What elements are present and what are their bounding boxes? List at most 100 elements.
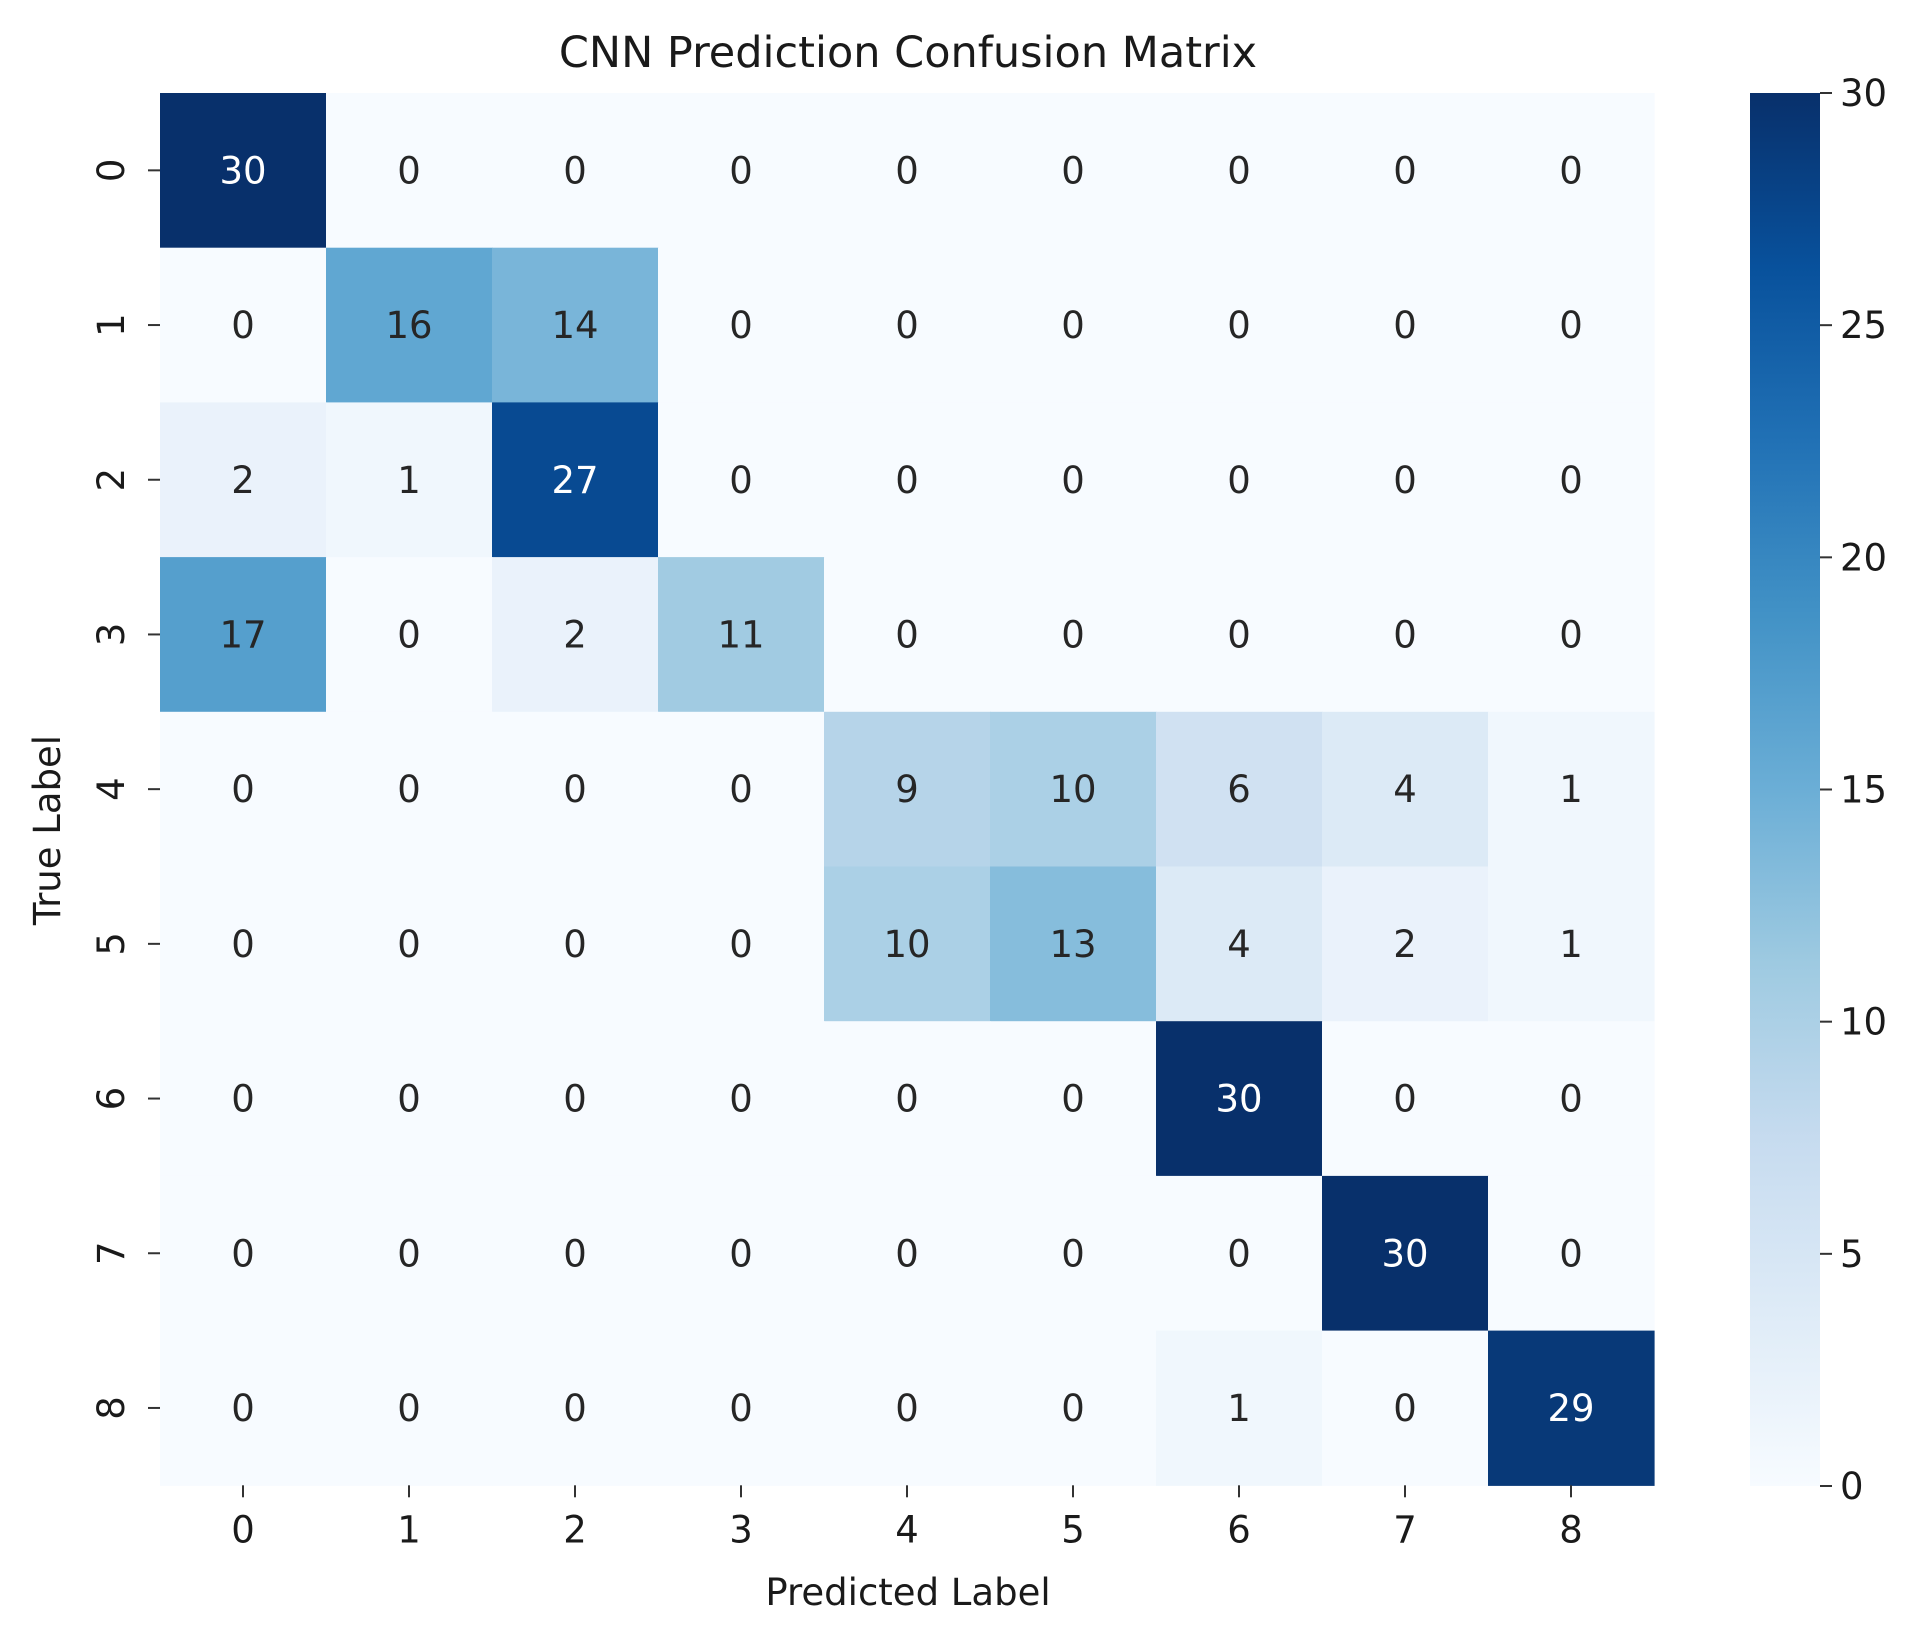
cell-value-label: 0 <box>1393 1387 1417 1430</box>
heatmap-cell <box>990 1330 1157 1486</box>
cell-value-label: 27 <box>551 459 598 502</box>
heatmap-cell <box>824 1021 991 1177</box>
y-tick-label: 5 <box>90 932 133 956</box>
heatmap-cell <box>1488 866 1655 1022</box>
cell-value-label: 11 <box>717 613 764 656</box>
heatmap-cells <box>160 93 1655 1486</box>
cell-value-label: 0 <box>397 1232 421 1275</box>
heatmap-cell <box>492 557 659 713</box>
heatmap-cell <box>990 247 1157 403</box>
colorbar-tick-label: 25 <box>1840 304 1887 347</box>
heatmap-cell <box>1488 1330 1655 1486</box>
heatmap-cell <box>326 866 493 1022</box>
heatmap-cell <box>492 1175 659 1332</box>
cell-value-label: 0 <box>397 768 421 811</box>
x-tick-label: 5 <box>1061 1508 1085 1551</box>
cell-annotations: 30 0 0 0 0 0 0 0 00 16 14 0 0 0 0 0 02 1 27 0 0 0 0 0 017 0 2 11 0 0 0… <box>219 149 1594 1430</box>
x-tick-label: 7 <box>1393 1508 1417 1551</box>
heatmap-cell <box>326 247 493 403</box>
cell-value-label: 14 <box>551 304 598 347</box>
cell-value-label: 0 <box>895 1232 919 1275</box>
heatmap-cell <box>824 402 991 558</box>
heatmap-cell <box>990 866 1157 1022</box>
cell-value-label: 0 <box>397 1078 421 1121</box>
y-tick-label: 6 <box>90 1087 133 1111</box>
cell-value-label: 1 <box>397 459 421 502</box>
cell-value-label: 0 <box>895 1387 919 1430</box>
y-tick-label: 4 <box>90 777 133 801</box>
x-axis: 0 1 2 3 4 5 6 7 8 <box>231 1485 1583 1551</box>
cell-value-label: 0 <box>1559 459 1583 502</box>
heatmap-cell <box>990 711 1157 868</box>
cell-value-label: 0 <box>1227 304 1251 347</box>
heatmap-cell <box>160 93 327 249</box>
y-tick-label: 7 <box>90 1241 133 1265</box>
cell-value-label: 0 <box>729 459 753 502</box>
cell-value-label: 0 <box>397 1387 421 1430</box>
x-tick-label: 1 <box>397 1508 421 1551</box>
x-tick-label: 8 <box>1559 1508 1583 1551</box>
cell-value-label: 0 <box>231 304 255 347</box>
y-axis-label: True Label <box>26 735 69 926</box>
cell-value-label: 0 <box>1061 149 1085 192</box>
heatmap-cell <box>824 1175 991 1332</box>
cell-value-label: 0 <box>895 459 919 502</box>
cell-value-label: 1 <box>1227 1387 1251 1430</box>
heatmap-cell <box>326 1330 493 1486</box>
cell-value-label: 0 <box>1393 459 1417 502</box>
cell-value-label: 4 <box>1227 923 1251 966</box>
cell-value-label: 0 <box>397 149 421 192</box>
cell-value-label: 0 <box>729 1232 753 1275</box>
heatmap-cell <box>1322 557 1489 713</box>
heatmap-cell <box>326 557 493 713</box>
y-axis: 0 1 2 3 4 5 6 7 8 <box>90 159 160 1420</box>
cell-value-label: 0 <box>231 923 255 966</box>
cell-value-label: 2 <box>563 613 587 656</box>
heatmap-cell <box>326 93 493 249</box>
x-tick-label: 2 <box>563 1508 587 1551</box>
cell-value-label: 0 <box>1061 1232 1085 1275</box>
cell-value-label: 0 <box>563 1078 587 1121</box>
cell-value-label: 30 <box>1381 1232 1428 1275</box>
heatmap-cell <box>160 711 327 868</box>
heatmap-cell <box>492 247 659 403</box>
cell-value-label: 0 <box>1393 613 1417 656</box>
colorbar <box>1750 93 1820 1486</box>
cell-value-label: 0 <box>1061 1387 1085 1430</box>
cell-value-label: 0 <box>563 768 587 811</box>
cell-value-label: 0 <box>895 304 919 347</box>
y-tick-label: 0 <box>90 159 133 183</box>
cell-value-label: 4 <box>1393 768 1417 811</box>
cell-value-label: 0 <box>1559 613 1583 656</box>
heatmap-cell <box>326 1021 493 1177</box>
heatmap-cell <box>658 247 825 403</box>
heatmap-cell <box>824 1330 991 1486</box>
cell-value-label: 16 <box>385 304 432 347</box>
cell-value-label: 0 <box>563 1387 587 1430</box>
cell-value-label: 0 <box>895 149 919 192</box>
heatmap-cell <box>1322 93 1489 249</box>
heatmap-cell <box>1156 402 1323 558</box>
cell-value-label: 6 <box>1227 768 1251 811</box>
heatmap-cell <box>492 1330 659 1486</box>
colorbar-tick-label: 0 <box>1840 1465 1864 1508</box>
colorbar-tick-label: 20 <box>1840 536 1887 579</box>
y-tick-label: 1 <box>90 313 133 337</box>
heatmap-cell <box>658 711 825 868</box>
cell-value-label: 0 <box>1227 459 1251 502</box>
heatmap-cell <box>160 866 327 1022</box>
heatmap-cell <box>492 866 659 1022</box>
heatmap-cell <box>1156 557 1323 713</box>
cell-value-label: 10 <box>883 923 930 966</box>
cell-value-label: 0 <box>1061 613 1085 656</box>
cell-value-label: 0 <box>895 613 919 656</box>
cell-value-label: 0 <box>231 1232 255 1275</box>
heatmap-cell <box>824 711 991 868</box>
colorbar-tick-label: 15 <box>1840 769 1887 812</box>
cell-value-label: 0 <box>1559 149 1583 192</box>
heatmap-cell <box>1488 1175 1655 1332</box>
heatmap-cell <box>1488 711 1655 868</box>
cell-value-label: 0 <box>397 613 421 656</box>
heatmap-cell <box>658 402 825 558</box>
heatmap-cell <box>1488 93 1655 249</box>
